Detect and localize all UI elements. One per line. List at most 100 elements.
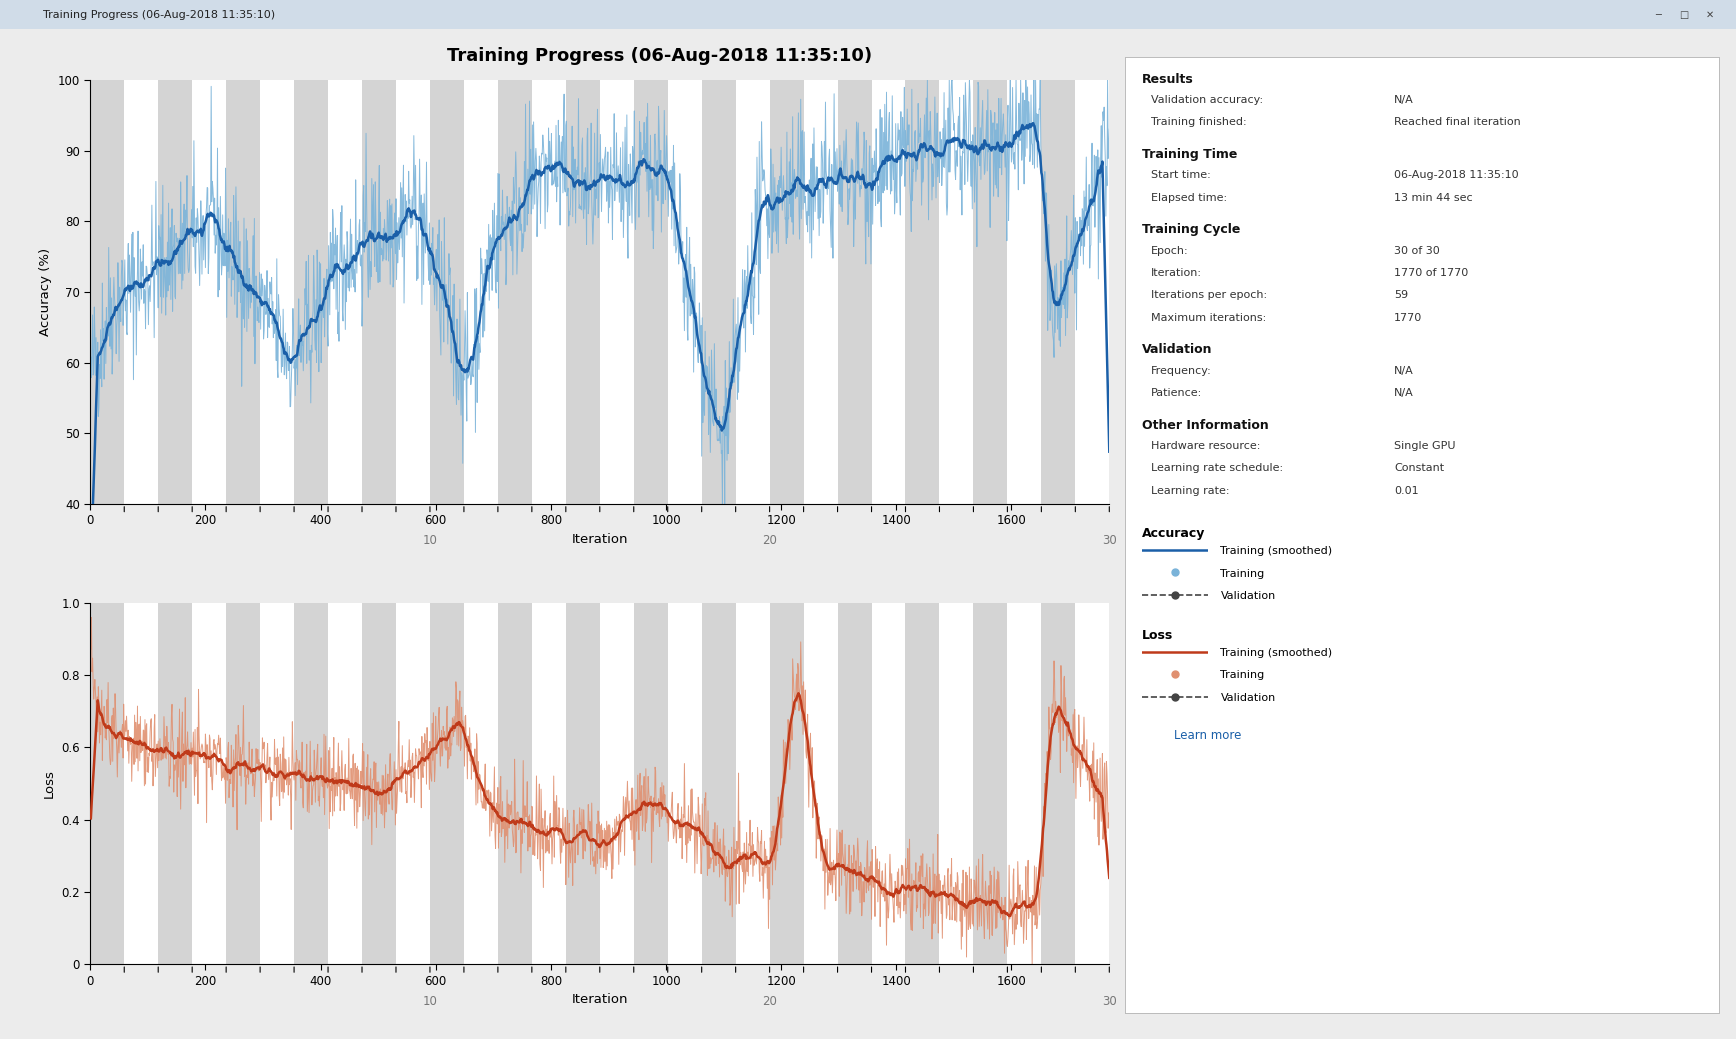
Text: 06-Aug-2018 11:35:10: 06-Aug-2018 11:35:10 <box>1394 170 1519 181</box>
Bar <box>1075 603 1109 964</box>
Bar <box>939 80 974 504</box>
Bar <box>769 80 804 504</box>
Text: 10: 10 <box>422 994 437 1008</box>
Bar <box>906 80 939 504</box>
Text: 30: 30 <box>1102 534 1116 548</box>
Bar <box>601 80 634 504</box>
Text: 1770 of 1770: 1770 of 1770 <box>1394 268 1469 278</box>
Text: 10: 10 <box>422 534 437 548</box>
Bar <box>125 80 158 504</box>
Bar <box>668 80 701 504</box>
Bar <box>701 80 736 504</box>
Text: Patience:: Patience: <box>1151 388 1203 398</box>
Text: Results: Results <box>1142 73 1194 86</box>
Bar <box>363 80 396 504</box>
Bar <box>293 603 328 964</box>
Bar <box>1042 80 1075 504</box>
Bar <box>1007 80 1042 504</box>
Y-axis label: Accuracy (%): Accuracy (%) <box>38 248 52 336</box>
Bar <box>531 603 566 964</box>
Text: Elapsed time:: Elapsed time: <box>1151 192 1227 203</box>
Bar <box>634 603 668 964</box>
Text: Training: Training <box>1220 670 1264 681</box>
Bar <box>837 80 871 504</box>
Text: □: □ <box>1679 9 1689 20</box>
Bar <box>1075 80 1109 504</box>
Text: Learning rate schedule:: Learning rate schedule: <box>1151 463 1283 474</box>
Text: Loss: Loss <box>1142 629 1174 642</box>
Text: 59: 59 <box>1394 290 1408 300</box>
Text: Hardware resource:: Hardware resource: <box>1151 441 1260 451</box>
Bar <box>601 603 634 964</box>
Bar <box>226 603 260 964</box>
Bar <box>193 80 226 504</box>
Text: Frequency:: Frequency: <box>1151 366 1212 376</box>
Text: Learn more: Learn more <box>1174 729 1241 742</box>
Bar <box>804 80 837 504</box>
Text: ─: ─ <box>1654 9 1661 20</box>
Text: Start time:: Start time: <box>1151 170 1210 181</box>
Bar <box>125 603 158 964</box>
Bar <box>566 603 601 964</box>
Bar <box>974 603 1007 964</box>
Bar <box>1042 603 1075 964</box>
Text: Maximum iterations:: Maximum iterations: <box>1151 313 1266 323</box>
Text: Validation accuracy:: Validation accuracy: <box>1151 95 1264 105</box>
Text: N/A: N/A <box>1394 366 1413 376</box>
Text: 13 min 44 sec: 13 min 44 sec <box>1394 192 1472 203</box>
Bar <box>464 80 498 504</box>
Bar <box>531 80 566 504</box>
Text: i: i <box>1153 730 1156 741</box>
Text: N/A: N/A <box>1394 388 1413 398</box>
Bar <box>193 603 226 964</box>
Bar <box>769 603 804 964</box>
Text: 30: 30 <box>1102 994 1116 1008</box>
Bar <box>871 80 906 504</box>
Text: Training (smoothed): Training (smoothed) <box>1220 648 1333 658</box>
X-axis label: Iteration: Iteration <box>571 993 628 1006</box>
Bar <box>158 80 193 504</box>
Bar <box>90 80 125 504</box>
Text: 0.01: 0.01 <box>1394 485 1418 496</box>
Text: Training Cycle: Training Cycle <box>1142 223 1241 237</box>
Bar <box>668 603 701 964</box>
Bar <box>328 80 363 504</box>
Bar <box>260 80 293 504</box>
Bar <box>293 80 328 504</box>
Bar <box>158 603 193 964</box>
Bar <box>1007 603 1042 964</box>
Bar <box>804 603 837 964</box>
Bar <box>906 603 939 964</box>
Bar <box>396 603 431 964</box>
Bar <box>736 603 769 964</box>
Text: Training finished:: Training finished: <box>1151 117 1246 128</box>
Bar <box>939 603 974 964</box>
Bar <box>363 603 396 964</box>
Text: Training Progress (06-Aug-2018 11:35:10): Training Progress (06-Aug-2018 11:35:10) <box>448 47 871 64</box>
Y-axis label: Loss: Loss <box>43 769 56 798</box>
Text: Other Information: Other Information <box>1142 419 1269 432</box>
Text: 30 of 30: 30 of 30 <box>1394 245 1439 256</box>
Bar <box>226 80 260 504</box>
Bar <box>328 603 363 964</box>
Bar <box>464 603 498 964</box>
Bar <box>701 603 736 964</box>
Text: Single GPU: Single GPU <box>1394 441 1455 451</box>
Bar <box>498 80 531 504</box>
Text: 1770: 1770 <box>1394 313 1422 323</box>
Text: ✕: ✕ <box>1706 9 1713 20</box>
Text: Accuracy: Accuracy <box>1142 527 1207 540</box>
Bar <box>974 80 1007 504</box>
Bar <box>871 603 906 964</box>
Text: Validation: Validation <box>1220 693 1276 702</box>
Text: Training (smoothed): Training (smoothed) <box>1220 547 1333 556</box>
Text: Training Progress (06-Aug-2018 11:35:10): Training Progress (06-Aug-2018 11:35:10) <box>43 9 276 20</box>
Text: Iteration:: Iteration: <box>1151 268 1201 278</box>
X-axis label: Iteration: Iteration <box>571 533 628 545</box>
Bar <box>837 603 871 964</box>
Text: Learning rate:: Learning rate: <box>1151 485 1229 496</box>
Bar <box>431 603 464 964</box>
Text: Training Time: Training Time <box>1142 148 1238 161</box>
Bar <box>90 603 125 964</box>
Text: Iterations per epoch:: Iterations per epoch: <box>1151 290 1267 300</box>
